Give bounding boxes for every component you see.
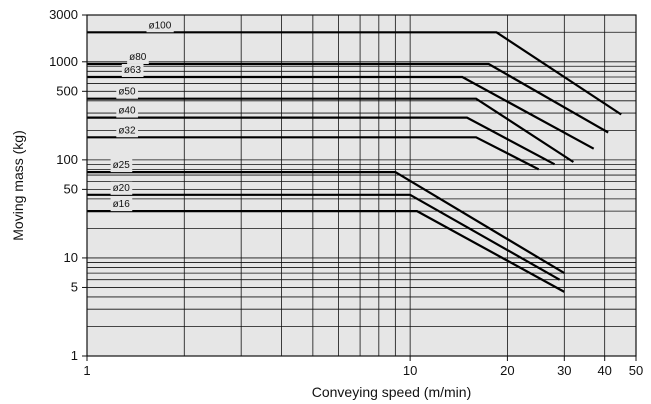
x-tick-label: 40 — [597, 363, 611, 378]
y-tick-label: 3000 — [49, 7, 78, 22]
series-line-16 — [87, 210, 565, 293]
series-label-bg — [121, 63, 144, 77]
series-label-63: ø63 — [124, 65, 142, 76]
y-tick-label: 50 — [64, 181, 78, 196]
series-line-32 — [87, 136, 540, 171]
series-line-40 — [87, 116, 556, 166]
series-label-bg — [110, 198, 133, 212]
series-label-50: ø50 — [118, 87, 136, 98]
y-tick-label: 5 — [71, 279, 78, 294]
series-label-bg — [116, 85, 138, 99]
series-label-32: ø32 — [118, 125, 136, 136]
series-label-bg — [110, 181, 133, 195]
y-tick-label: 100 — [56, 152, 78, 167]
plot-background — [87, 15, 636, 356]
y-axis-title: Moving mass (kg) — [10, 130, 26, 240]
x-tick-label: 10 — [403, 363, 417, 378]
x-tick-label: 20 — [500, 363, 514, 378]
y-tick-label: 10 — [64, 250, 78, 265]
series-line-50 — [87, 97, 574, 163]
x-tick-label: 50 — [629, 363, 643, 378]
x-tick-label: 30 — [557, 363, 571, 378]
series-label-100: ø100 — [149, 20, 172, 31]
series-line-100 — [87, 31, 622, 116]
series-label-bg — [110, 159, 133, 173]
series-line-80 — [87, 62, 609, 134]
series-label-40: ø40 — [118, 106, 136, 117]
series-label-bg — [116, 104, 138, 118]
series-label-80: ø80 — [129, 52, 147, 63]
series-label-16: ø16 — [113, 199, 131, 210]
y-tick-label: 1 — [71, 348, 78, 363]
series-label-bg — [146, 19, 174, 33]
series-label-bg — [127, 50, 149, 64]
series-line-25 — [87, 171, 565, 275]
x-axis-title: Conveying speed (m/min) — [312, 384, 472, 400]
series-line-63 — [87, 75, 595, 150]
y-tick-label: 1000 — [49, 54, 78, 69]
series-label-bg — [116, 124, 138, 138]
y-tick-label: 500 — [56, 83, 78, 98]
series-line-20 — [87, 193, 561, 281]
series-label-25: ø25 — [113, 160, 131, 171]
plot-frame — [86, 14, 637, 357]
series-label-20: ø20 — [113, 183, 131, 194]
x-tick-label: 1 — [83, 363, 90, 378]
